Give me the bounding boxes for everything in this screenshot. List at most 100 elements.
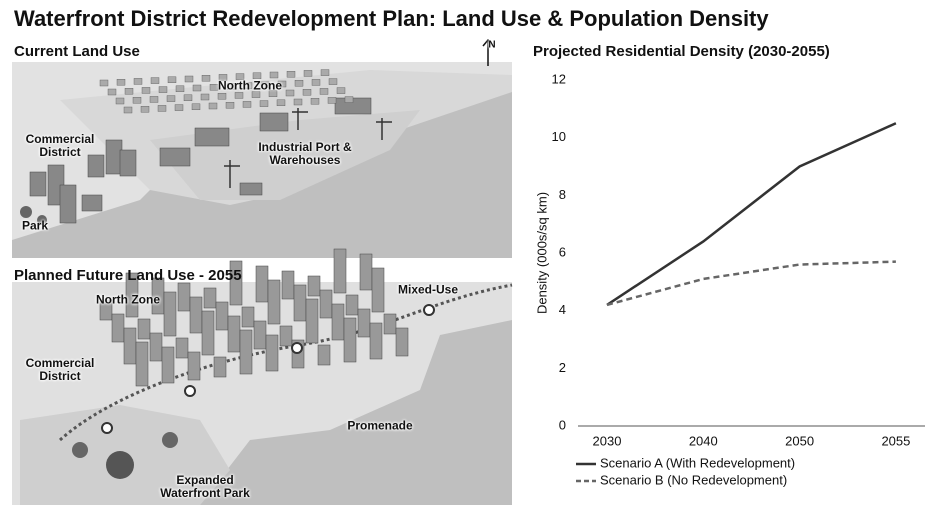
house [285,89,295,97]
house [303,70,313,77]
house [115,97,125,105]
house [200,93,210,101]
tower [265,334,279,372]
tower [201,310,215,356]
tower [331,303,345,341]
house [311,79,321,86]
legend-label: Scenario B (No Redevelopment) [600,472,787,487]
house [328,78,338,85]
current-land-use-map [12,38,512,258]
map-title: Planned Future Land Use - 2055 [14,267,242,284]
house [286,70,296,78]
map-label: North Zone [218,78,282,93]
tower [371,267,385,313]
tower [125,272,139,318]
warehouse [159,147,191,167]
house [124,87,134,95]
stop [184,385,196,397]
tower [279,325,293,347]
house [141,87,151,94]
x-tick-label: 2055 [881,433,910,448]
house [336,87,346,94]
house [344,96,354,103]
house [107,88,117,96]
tree [106,451,134,479]
compass-label: N [488,39,496,51]
house [217,92,227,100]
map-label: Industrial Port & Warehouses [258,140,352,167]
house [140,105,150,113]
house [209,83,219,91]
house [252,72,262,80]
tower [357,308,371,338]
y-tick-label: 12 [552,71,566,86]
house [302,88,312,96]
tower [281,270,295,300]
house [158,86,168,93]
tower [161,346,175,384]
map-label: Park [21,218,49,233]
house [251,91,261,98]
stop [423,304,435,316]
y-tick-label: 10 [552,129,566,144]
house [183,94,193,102]
house [167,76,177,84]
tower [99,299,113,321]
house [277,80,287,88]
y-tick-label: 0 [559,417,566,432]
building [119,149,137,177]
tower [215,301,229,331]
tower [175,337,189,359]
tower [293,284,307,322]
house [218,74,228,81]
tower [305,298,319,344]
crane [224,160,240,188]
tower [255,265,269,303]
y-axis-title: Density (000s/sq km) [534,192,549,314]
building [105,139,123,175]
tower [229,260,243,306]
legend-label: Scenario A (With Redevelopment) [600,455,795,470]
building [87,154,105,178]
x-tick-label: 2030 [593,433,622,448]
crane [292,108,308,130]
tower [345,294,359,316]
tower [203,287,217,309]
tower [213,356,227,378]
tree [37,215,47,225]
house [99,79,109,87]
building [81,194,103,212]
tower [369,322,383,360]
tower [227,315,241,353]
tower [163,291,177,337]
y-tick-label: 2 [559,360,566,375]
house [268,90,278,98]
map-label: Promenade [347,418,413,433]
house [184,75,194,83]
tower [135,341,149,387]
house [242,101,252,108]
house [150,77,160,84]
map-label: Mixed-Use [397,282,459,297]
house [175,85,185,93]
series-line [606,260,896,307]
stop [291,342,303,354]
house [310,97,320,105]
house [276,99,286,107]
warehouse [194,127,230,147]
tower [395,327,409,357]
y-tick-label: 4 [559,302,566,317]
warehouse [259,112,289,132]
house [149,96,159,103]
house [166,95,176,102]
y-tick-label: 6 [559,244,566,259]
tower [333,248,347,294]
tower [343,317,357,363]
x-tick-label: 2040 [689,433,718,448]
house [192,84,202,92]
house [191,103,201,111]
house [243,82,253,89]
house [293,98,303,106]
